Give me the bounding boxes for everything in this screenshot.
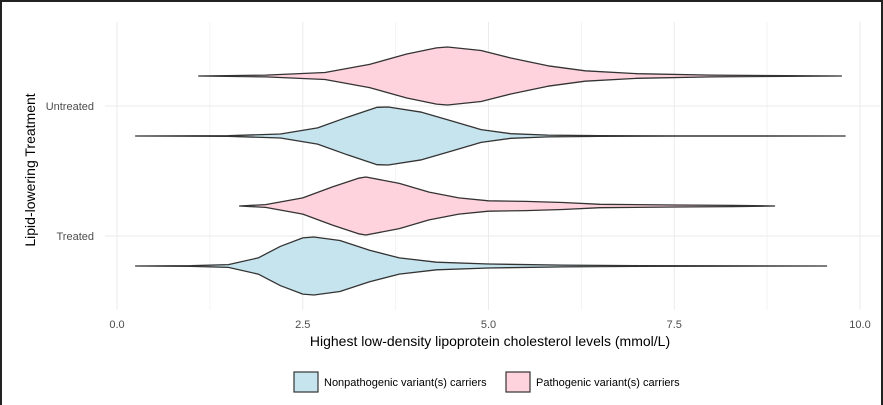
- y-axis-title: Lipid-lowering Treatment: [22, 93, 38, 246]
- y-axis-ticks: Untreated Treated: [46, 101, 94, 243]
- violin-nonpathogenic-untreated: [134, 106, 846, 166]
- violin-pathogenic-treated: [238, 176, 776, 236]
- plot-panel: [105, 22, 880, 310]
- x-tick-label: 5.0: [481, 319, 496, 331]
- x-tick-label: 7.5: [667, 319, 682, 331]
- x-tick-label: 0.0: [109, 319, 124, 331]
- legend-label-nonpathogenic: Nonpathogenic variant(s) carriers: [324, 377, 487, 389]
- legend: Nonpathogenic variant(s) carriers Pathog…: [293, 371, 680, 393]
- y-tick-label: Treated: [56, 231, 94, 243]
- legend-label-pathogenic: Pathogenic variant(s) carriers: [536, 377, 680, 389]
- x-axis-title: Highest low-density lipoprotein choleste…: [310, 333, 670, 349]
- x-tick-label: 10.0: [849, 319, 870, 331]
- violins-layer: [134, 46, 846, 296]
- violin-nonpathogenic-treated: [134, 236, 828, 296]
- legend-key-nonpathogenic: [293, 371, 319, 393]
- y-tick-label: Untreated: [46, 101, 94, 113]
- legend-key-pathogenic: [505, 371, 531, 393]
- violin-pathogenic-untreated: [198, 46, 843, 106]
- x-axis-ticks: 0.0 2.5 5.0 7.5 10.0: [109, 319, 870, 331]
- x-tick-label: 2.5: [295, 319, 310, 331]
